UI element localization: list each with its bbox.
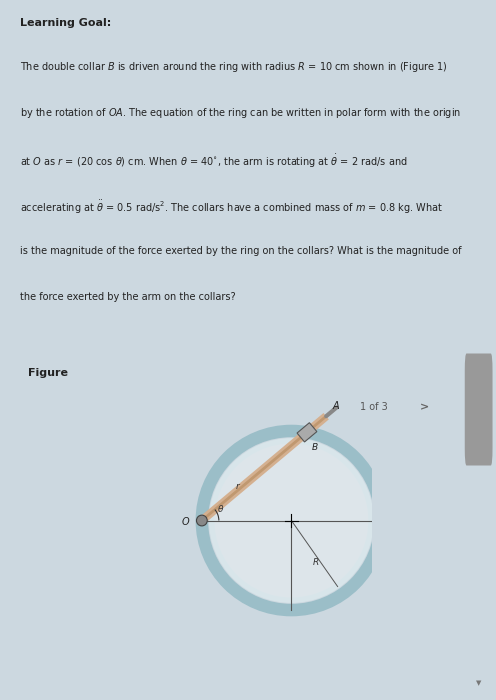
Text: ▼: ▼ <box>476 680 481 686</box>
Text: by the rotation of $\mathit{OA}$. The equation of the ring can be written in pol: by the rotation of $\mathit{OA}$. The eq… <box>20 106 461 120</box>
Text: the force exerted by the arm on the collars?: the force exerted by the arm on the coll… <box>20 293 236 302</box>
Text: >: > <box>420 402 429 412</box>
Circle shape <box>196 515 207 526</box>
Text: is the magnitude of the force exerted by the ring on the collars? What is the ma: is the magnitude of the force exerted by… <box>20 246 461 256</box>
Polygon shape <box>297 423 317 442</box>
Text: The double collar $\mathit{B}$ is driven around the ring with radius $\mathit{R}: The double collar $\mathit{B}$ is driven… <box>20 60 447 74</box>
Text: $\theta$: $\theta$ <box>217 503 224 514</box>
Text: accelerating at $\ddot{\theta}$ = 0.5 rad/s$^2$. The collars have a combined mas: accelerating at $\ddot{\theta}$ = 0.5 ra… <box>20 199 443 216</box>
Circle shape <box>214 444 369 598</box>
Circle shape <box>209 438 374 603</box>
Text: $O$: $O$ <box>181 514 190 526</box>
Text: Learning Goal:: Learning Goal: <box>20 18 111 27</box>
Text: $B$: $B$ <box>311 441 319 452</box>
Text: Figure: Figure <box>28 368 67 377</box>
Text: at $O$ as $\mathit{r}$ = (20 cos $\theta$) cm. When $\theta$ = 40$^{\circ}$, the: at $O$ as $\mathit{r}$ = (20 cos $\theta… <box>20 153 407 169</box>
Text: $A$: $A$ <box>331 399 340 411</box>
Text: 1 of 3: 1 of 3 <box>360 402 387 412</box>
FancyBboxPatch shape <box>465 354 493 466</box>
Text: $r$: $r$ <box>235 481 241 491</box>
Text: $R$: $R$ <box>312 556 319 567</box>
